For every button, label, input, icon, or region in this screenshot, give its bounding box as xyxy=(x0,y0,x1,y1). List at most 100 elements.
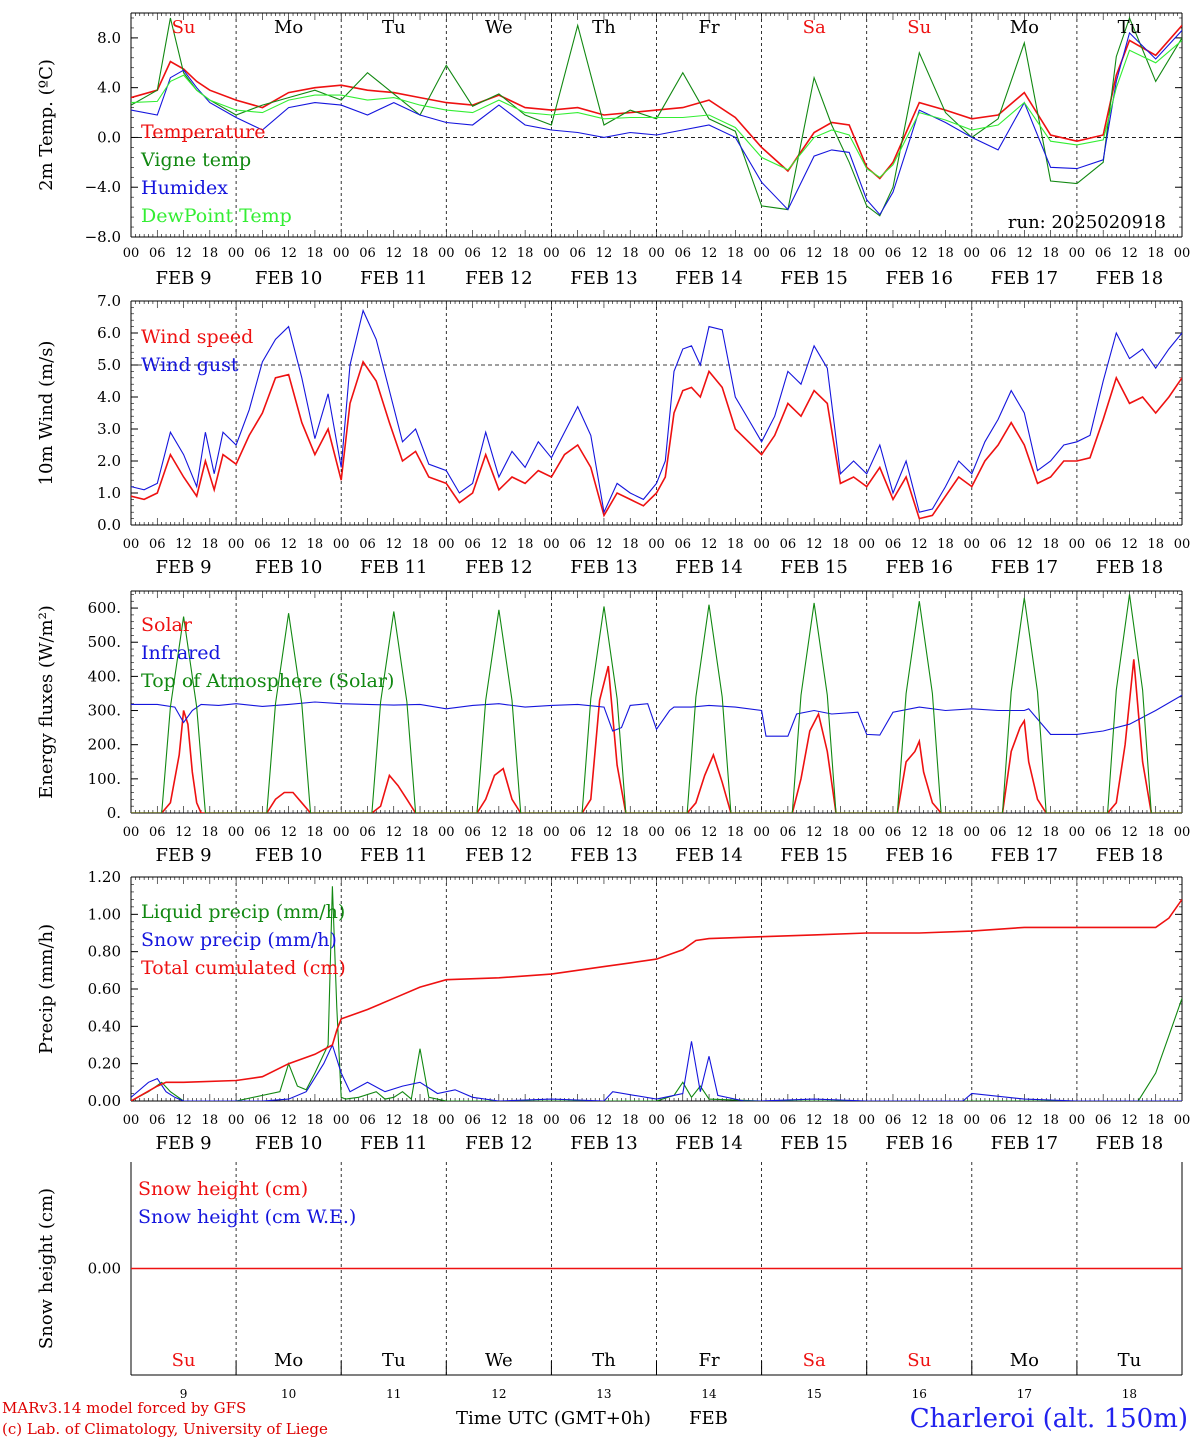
day-number-label: 18 xyxy=(1122,1387,1137,1401)
date-label: FEB 17 xyxy=(991,845,1058,866)
hour-label: 18 xyxy=(307,246,324,261)
hour-label: 00 xyxy=(333,537,350,552)
hour-label: 12 xyxy=(491,825,508,840)
hour-label: 18 xyxy=(412,825,429,840)
hour-label: 18 xyxy=(517,825,534,840)
hour-label: 00 xyxy=(648,825,665,840)
hour-label: 12 xyxy=(1016,537,1033,552)
date-label: FEB 17 xyxy=(991,268,1058,289)
hour-label: 18 xyxy=(832,825,849,840)
series-line-wind-speed xyxy=(131,359,1182,520)
date-label: FEB 17 xyxy=(991,557,1058,578)
y-tick-label: 600. xyxy=(88,599,121,617)
y-tick-label: 0.0 xyxy=(97,128,121,146)
hour-label: 00 xyxy=(1069,1113,1086,1128)
y-tick-label: −8.0 xyxy=(85,228,121,246)
hour-label: 00 xyxy=(438,1113,455,1128)
y-tick-label: 300. xyxy=(88,702,121,720)
day-of-week-label: Fr xyxy=(699,1350,720,1371)
date-label: FEB 14 xyxy=(675,268,742,289)
hour-label: 06 xyxy=(885,825,902,840)
hour-label: 12 xyxy=(911,1113,928,1128)
panel-snow: 0.00 Snow height (cm) Snow height (cm) Snow… xyxy=(36,1162,1183,1376)
hour-label: 18 xyxy=(1042,246,1059,261)
hour-label: 00 xyxy=(228,537,245,552)
y-axis-label: Snow height (cm) xyxy=(36,1188,57,1349)
hour-label: 00 xyxy=(648,1113,665,1128)
y-tick-label: 0.80 xyxy=(88,943,121,961)
hour-label: 00 xyxy=(753,537,770,552)
day-number-label: 13 xyxy=(596,1387,611,1401)
y-tick-label: 0. xyxy=(107,804,121,822)
hour-label: 00 xyxy=(438,246,455,261)
date-label: FEB 16 xyxy=(886,268,953,289)
hour-label: 06 xyxy=(254,825,271,840)
hour-label: 06 xyxy=(780,1113,797,1128)
series-line-top-of-atmosphere-solar- xyxy=(131,594,1182,813)
panel-wind: 0.0 1.0 2.0 3.0 4.0 5.0 6.0 7.0 10m Wind (m/s) Wi… xyxy=(36,292,1190,578)
hour-label: 00 xyxy=(228,1113,245,1128)
hour-label: 12 xyxy=(911,825,928,840)
date-label: FEB 9 xyxy=(156,1133,212,1154)
hour-label: 00 xyxy=(648,246,665,261)
hour-label: 18 xyxy=(727,246,744,261)
day-number-label: 12 xyxy=(491,1387,506,1401)
y-tick-label: 400. xyxy=(88,667,121,685)
hour-label: 12 xyxy=(806,1113,823,1128)
date-label: FEB 12 xyxy=(465,268,532,289)
day-number-label: 10 xyxy=(281,1387,296,1401)
hour-label: 12 xyxy=(806,825,823,840)
hour-label: 06 xyxy=(464,1113,481,1128)
y-tick-label: 200. xyxy=(88,736,121,754)
date-label: FEB 13 xyxy=(570,268,637,289)
hour-label: 12 xyxy=(701,825,718,840)
series-line-humidex xyxy=(131,30,1182,216)
hour-label: 12 xyxy=(1121,537,1138,552)
date-label: FEB 13 xyxy=(570,557,637,578)
series-line-liquid-precip-mm-h- xyxy=(131,886,1182,1101)
day-of-week-label: Tu xyxy=(382,1350,406,1371)
legend-entry: Liquid precip (mm/h) xyxy=(141,901,345,923)
hour-label: 06 xyxy=(990,1113,1007,1128)
hour-label: 00 xyxy=(1069,825,1086,840)
y-axis-label: 2m Temp. (ºC) xyxy=(36,59,57,191)
hour-label: 00 xyxy=(333,1113,350,1128)
x-axis-month: FEB xyxy=(689,1408,728,1429)
hour-label: 06 xyxy=(990,537,1007,552)
hour-label: 06 xyxy=(1095,825,1112,840)
day-of-week-label: Su xyxy=(172,17,196,38)
hour-label: 12 xyxy=(280,246,297,261)
hour-label: 18 xyxy=(307,1113,324,1128)
hour-label: 12 xyxy=(701,246,718,261)
legend-entry: DewPoint Temp xyxy=(141,205,292,227)
date-label: FEB 9 xyxy=(156,845,212,866)
series-line-dewpoint-temp xyxy=(131,39,1182,179)
hour-label: 00 xyxy=(858,825,875,840)
hour-label: 00 xyxy=(753,1113,770,1128)
date-label: FEB 15 xyxy=(780,845,847,866)
hour-label: 12 xyxy=(911,537,928,552)
hour-label: 18 xyxy=(1042,1113,1059,1128)
hour-label: 00 xyxy=(123,825,140,840)
hour-label: 12 xyxy=(280,825,297,840)
day-of-week-label: Sa xyxy=(803,17,826,38)
hour-label: 18 xyxy=(412,537,429,552)
hour-label: 18 xyxy=(517,246,534,261)
hour-label: 18 xyxy=(412,1113,429,1128)
hour-label: 12 xyxy=(701,1113,718,1128)
hour-label: 06 xyxy=(675,246,692,261)
lab-credit: (c) Lab. of Climatology, University of L… xyxy=(2,1420,328,1438)
hour-label: 18 xyxy=(832,1113,849,1128)
legend-entry: Total cumulated (cm) xyxy=(141,957,346,979)
hour-label: 00 xyxy=(543,825,560,840)
hour-label: 12 xyxy=(385,1113,402,1128)
hour-label: 00 xyxy=(543,246,560,261)
hour-label: 18 xyxy=(622,246,639,261)
hour-label: 06 xyxy=(149,825,166,840)
hour-label: 18 xyxy=(937,1113,954,1128)
hour-label: 00 xyxy=(858,246,875,261)
series-line-solar xyxy=(131,659,1182,813)
hour-label: 00 xyxy=(964,825,981,840)
hour-label: 06 xyxy=(885,246,902,261)
